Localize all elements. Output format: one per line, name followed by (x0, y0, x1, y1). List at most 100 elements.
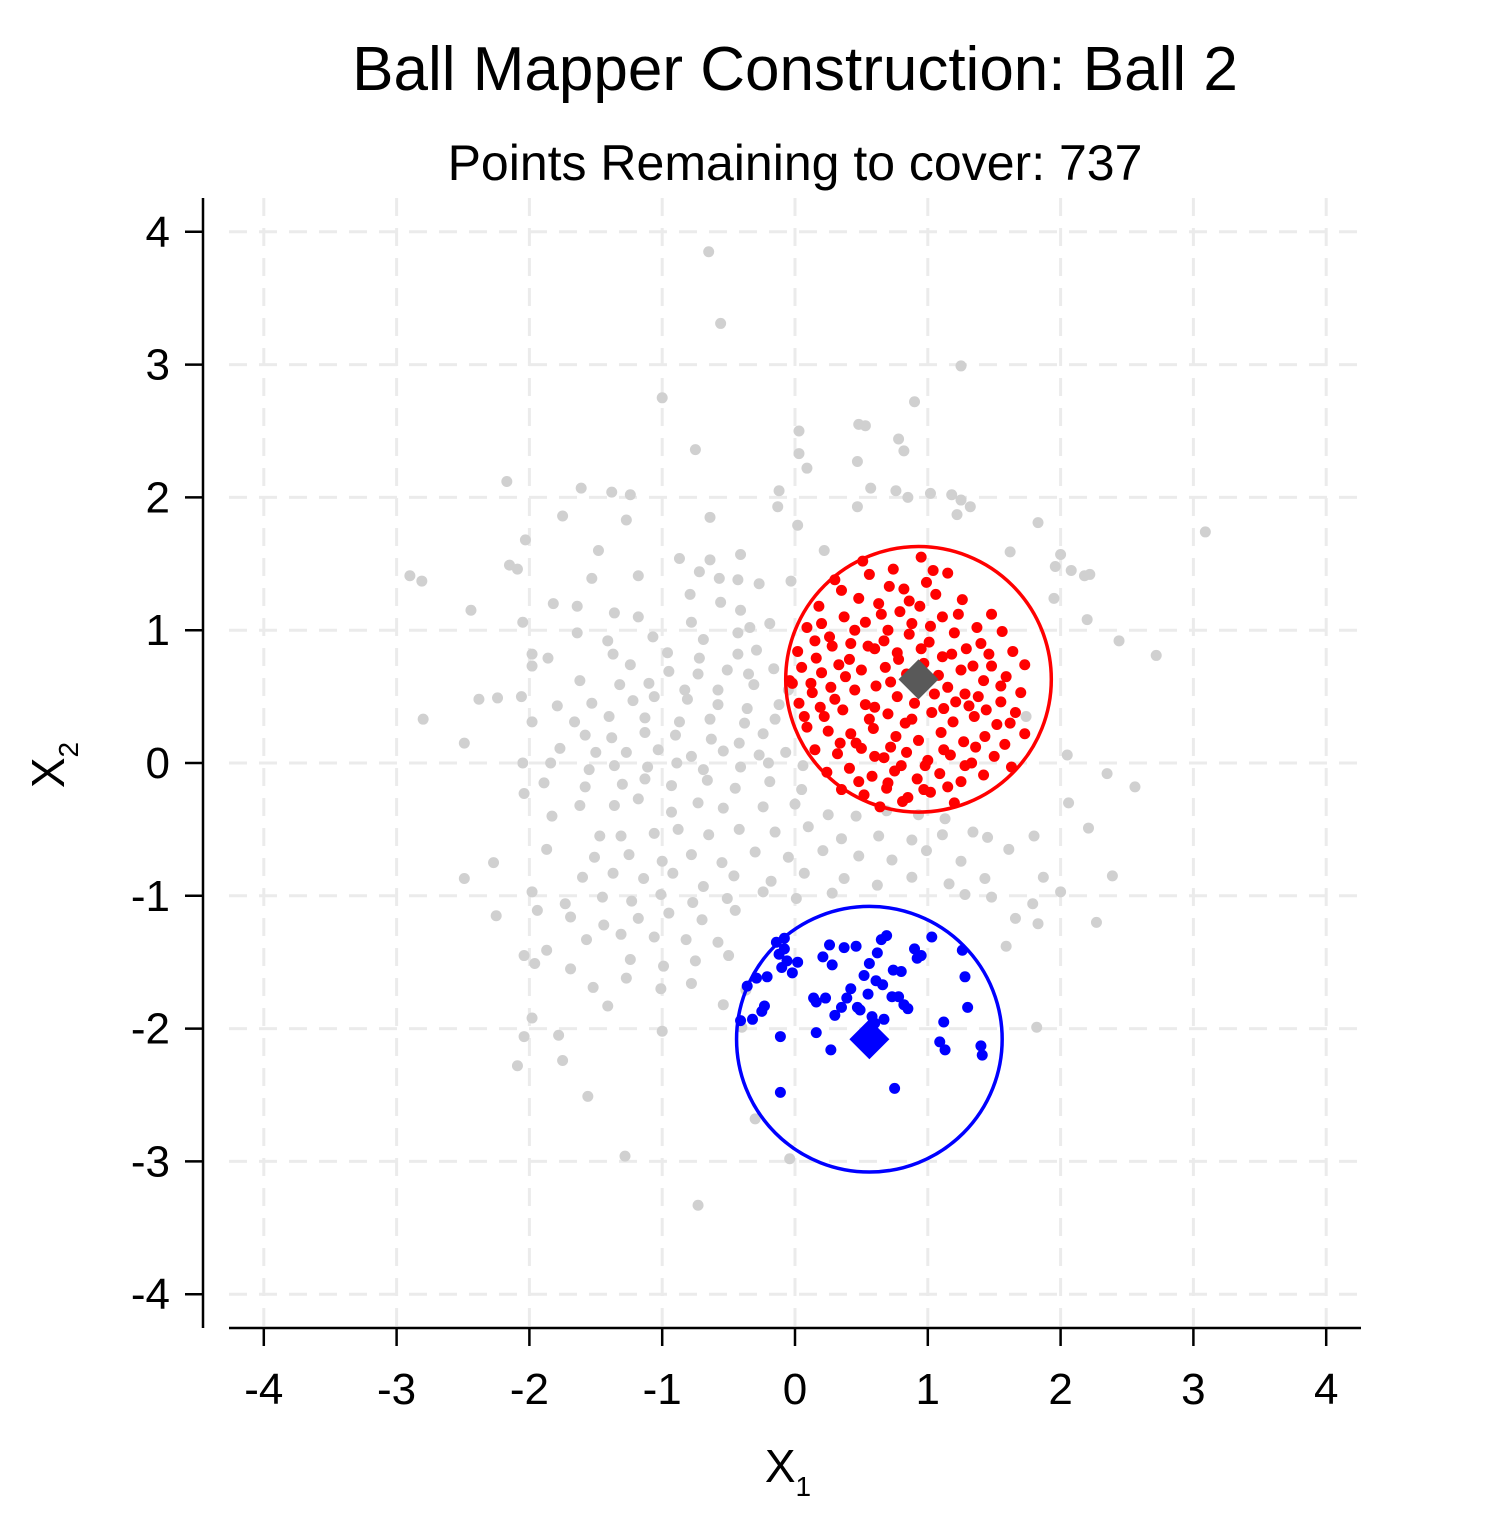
uncovered-point (728, 870, 740, 882)
uncovered-point (692, 797, 704, 809)
uncovered-point (955, 494, 967, 506)
ball1-point (986, 660, 998, 672)
ball1-point (798, 711, 810, 723)
ball1-point (822, 725, 834, 737)
ball1-point (809, 635, 821, 647)
ball1-point (883, 580, 895, 592)
x-tick-label: -2 (510, 1365, 549, 1414)
uncovered-point (620, 972, 632, 984)
uncovered-point (515, 691, 527, 703)
ball1-point (956, 594, 968, 606)
uncovered-point (951, 509, 963, 521)
uncovered-point (557, 510, 569, 522)
uncovered-point (764, 618, 776, 630)
uncovered-point (1027, 898, 1039, 910)
uncovered-point (743, 668, 755, 680)
ball1-point (829, 693, 841, 705)
ball1-point (971, 622, 983, 634)
uncovered-point (639, 726, 651, 738)
ball1-point (901, 746, 913, 758)
uncovered-point (859, 420, 871, 432)
ball1-point (885, 741, 897, 753)
uncovered-point (569, 716, 581, 728)
uncovered-point (784, 1153, 796, 1165)
x-axis-label-sub: 1 (796, 1471, 812, 1502)
ball1-point (878, 752, 890, 764)
uncovered-point (1037, 871, 1049, 883)
uncovered-point (583, 764, 595, 776)
ball1-point (960, 643, 972, 655)
uncovered-point (715, 317, 727, 329)
uncovered-point (517, 757, 529, 769)
uncovered-point (662, 647, 674, 659)
uncovered-point (703, 829, 715, 841)
ball1-point (947, 716, 959, 728)
uncovered-point (959, 888, 971, 900)
uncovered-point (627, 695, 639, 707)
ball1-point (914, 600, 926, 612)
ball1-point (920, 576, 932, 588)
ball2-point (786, 967, 798, 979)
ball1-point (818, 711, 830, 723)
ball1-point (866, 770, 878, 782)
ball1-point (950, 696, 962, 708)
uncovered-point (703, 246, 715, 258)
uncovered-point (967, 826, 979, 838)
uncovered-point (729, 782, 741, 794)
uncovered-point (692, 1199, 704, 1211)
ball1-point (915, 551, 927, 563)
uncovered-point (571, 600, 583, 612)
ball1-point (786, 677, 798, 689)
uncovered-point (1113, 635, 1125, 647)
y-tick-label: 0 (146, 739, 170, 788)
uncovered-point (607, 867, 619, 879)
ball1-point (1007, 645, 1019, 657)
ball1-point (978, 675, 990, 687)
y-tick-label: -4 (131, 1270, 170, 1319)
ball1-point (816, 618, 828, 630)
ball1-point (995, 680, 1007, 692)
uncovered-point (1055, 549, 1067, 561)
ball1-point (805, 677, 817, 689)
ball1-point (919, 760, 931, 772)
uncovered-point (790, 892, 802, 904)
ball2-point (926, 931, 938, 943)
ball2-point (810, 996, 822, 1008)
ball1-point (968, 711, 980, 723)
uncovered-point (705, 733, 717, 745)
uncovered-point (715, 596, 727, 608)
ball1-point (906, 618, 918, 630)
uncovered-point (592, 545, 604, 557)
ball2-point (889, 1082, 901, 1094)
ball1-point (825, 681, 837, 693)
uncovered-point (588, 851, 600, 863)
uncovered-point (575, 482, 587, 494)
ball1-point (873, 598, 885, 610)
ball1-point (926, 707, 938, 719)
uncovered-point (656, 855, 668, 867)
ball1-point (963, 700, 975, 712)
uncovered-point (526, 648, 538, 660)
ball1-point (869, 750, 881, 762)
uncovered-point (616, 778, 628, 790)
uncovered-point (596, 891, 608, 903)
uncovered-point (687, 896, 699, 908)
ball1-point (809, 744, 821, 756)
uncovered-point (713, 572, 725, 584)
uncovered-point (490, 910, 502, 922)
uncovered-point (797, 760, 809, 772)
balls (734, 544, 1054, 1174)
ball-2-boundary (734, 904, 1004, 1174)
ball1-point (863, 713, 875, 725)
uncovered-point (685, 849, 697, 861)
uncovered-point (615, 830, 627, 842)
uncovered-point (587, 981, 599, 993)
uncovered-point (792, 519, 804, 531)
uncovered-point (1004, 546, 1016, 558)
ball1-point (816, 667, 828, 679)
uncovered-point (590, 746, 602, 758)
ball1-point (948, 627, 960, 639)
uncovered-point (685, 750, 697, 762)
ball1-point (824, 631, 836, 643)
uncovered-point (748, 679, 760, 691)
